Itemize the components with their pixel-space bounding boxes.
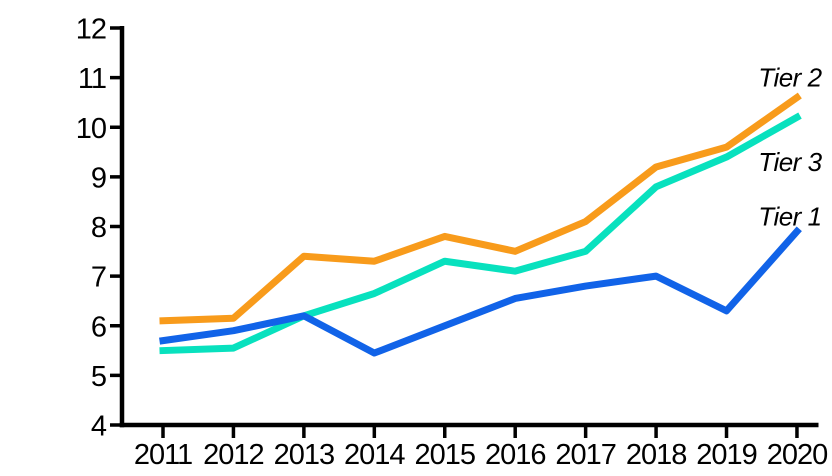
- y-axis-ticks: 4 5 6 7 8 9 10 11 12: [76, 14, 122, 443]
- x-tick-label-2012: 2012: [203, 439, 264, 471]
- x-tick-label-2019: 2019: [696, 439, 757, 471]
- y-tick-label-5: 5: [91, 361, 106, 393]
- series-line-tier-3: [159, 112, 802, 355]
- x-tick-label-2017: 2017: [555, 439, 616, 471]
- y-tick-label-12: 12: [76, 14, 106, 46]
- y-tick-label-8: 8: [91, 212, 106, 244]
- x-tick-label-2015: 2015: [415, 439, 476, 471]
- axes: [119, 26, 819, 428]
- x-axis-ticks: 2011 2012 2013 2014 2015 2016 2017 2018 2019 2020: [134, 425, 828, 471]
- x-tick-label-2013: 2013: [274, 439, 335, 471]
- series-end-labels: Tier 2 Tier 3 Tier 1: [758, 63, 823, 232]
- x-tick-label-2020: 2020: [767, 439, 828, 471]
- x-tick-label-2014: 2014: [344, 439, 405, 471]
- data-series: [159, 92, 802, 357]
- series-line-tier-2: [159, 92, 802, 325]
- x-tick-label-2018: 2018: [626, 439, 687, 471]
- series-label-tier-3: Tier 3: [758, 147, 822, 177]
- series-label-tier-2: Tier 2: [758, 63, 822, 93]
- y-tick-label-4: 4: [91, 411, 107, 443]
- series-line-tier-1: [159, 226, 802, 357]
- y-tick-label-9: 9: [91, 162, 106, 194]
- x-tick-label-2016: 2016: [485, 439, 546, 471]
- x-tick-label-2011: 2011: [134, 439, 192, 471]
- series-label-tier-1: Tier 1: [758, 202, 821, 232]
- y-tick-label-10: 10: [76, 113, 106, 145]
- y-tick-label-6: 6: [91, 311, 106, 343]
- y-tick-label-7: 7: [91, 262, 106, 294]
- y-tick-label-11: 11: [78, 63, 106, 95]
